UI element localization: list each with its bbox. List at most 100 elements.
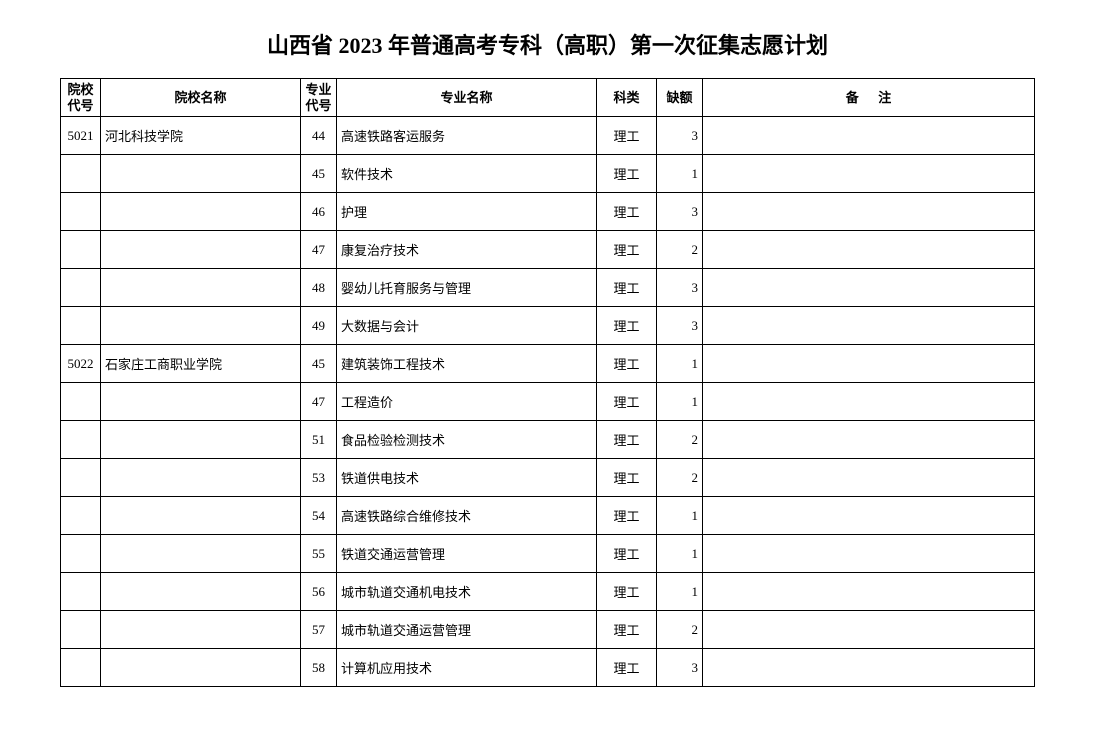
cell-major-code: 47	[301, 383, 337, 421]
cell-remark	[703, 573, 1035, 611]
cell-major-name: 城市轨道交通运营管理	[337, 611, 597, 649]
cell-vacancy: 2	[657, 421, 703, 459]
cell-category: 理工	[597, 573, 657, 611]
cell-major-code: 51	[301, 421, 337, 459]
cell-major-code: 53	[301, 459, 337, 497]
cell-school-name	[101, 269, 301, 307]
table-row: 53铁道供电技术理工2	[61, 459, 1035, 497]
cell-category: 理工	[597, 269, 657, 307]
cell-vacancy: 3	[657, 193, 703, 231]
cell-school-code	[61, 459, 101, 497]
table-header-row: 院校代号 院校名称 专业代号 专业名称 科类 缺额 备 注	[61, 79, 1035, 117]
cell-category: 理工	[597, 649, 657, 687]
cell-school-name	[101, 611, 301, 649]
cell-school-code	[61, 649, 101, 687]
cell-category: 理工	[597, 193, 657, 231]
page-title: 山西省 2023 年普通高考专科（高职）第一次征集志愿计划	[60, 28, 1035, 60]
cell-school-code	[61, 497, 101, 535]
cell-remark	[703, 383, 1035, 421]
cell-remark	[703, 231, 1035, 269]
cell-vacancy: 1	[657, 155, 703, 193]
cell-category: 理工	[597, 383, 657, 421]
col-header-remark: 备 注	[703, 79, 1035, 117]
cell-school-code	[61, 535, 101, 573]
cell-major-code: 55	[301, 535, 337, 573]
cell-remark	[703, 193, 1035, 231]
table-row: 46护理理工3	[61, 193, 1035, 231]
cell-major-name: 大数据与会计	[337, 307, 597, 345]
cell-vacancy: 3	[657, 117, 703, 155]
cell-school-code	[61, 193, 101, 231]
cell-major-name: 高速铁路综合维修技术	[337, 497, 597, 535]
table-row: 5022石家庄工商职业学院45建筑装饰工程技术理工1	[61, 345, 1035, 383]
cell-major-name: 食品检验检测技术	[337, 421, 597, 459]
table-row: 47工程造价理工1	[61, 383, 1035, 421]
cell-school-code	[61, 383, 101, 421]
cell-major-name: 工程造价	[337, 383, 597, 421]
cell-major-code: 57	[301, 611, 337, 649]
cell-category: 理工	[597, 345, 657, 383]
cell-major-code: 49	[301, 307, 337, 345]
col-header-category: 科类	[597, 79, 657, 117]
cell-school-name	[101, 649, 301, 687]
cell-remark	[703, 307, 1035, 345]
cell-major-code: 58	[301, 649, 337, 687]
table-row: 51食品检验检测技术理工2	[61, 421, 1035, 459]
cell-category: 理工	[597, 611, 657, 649]
cell-school-name	[101, 193, 301, 231]
cell-vacancy: 3	[657, 649, 703, 687]
cell-major-code: 45	[301, 155, 337, 193]
cell-school-name	[101, 497, 301, 535]
col-header-major-code: 专业代号	[301, 79, 337, 117]
table-row: 49大数据与会计理工3	[61, 307, 1035, 345]
cell-major-name: 康复治疗技术	[337, 231, 597, 269]
cell-vacancy: 1	[657, 383, 703, 421]
table-row: 45软件技术理工1	[61, 155, 1035, 193]
table-row: 58计算机应用技术理工3	[61, 649, 1035, 687]
cell-major-code: 45	[301, 345, 337, 383]
cell-vacancy: 1	[657, 497, 703, 535]
cell-school-code	[61, 421, 101, 459]
cell-vacancy: 2	[657, 611, 703, 649]
table-body: 5021河北科技学院44高速铁路客运服务理工345软件技术理工146护理理工34…	[61, 117, 1035, 687]
cell-major-code: 56	[301, 573, 337, 611]
cell-school-code	[61, 231, 101, 269]
cell-category: 理工	[597, 117, 657, 155]
cell-major-name: 婴幼儿托育服务与管理	[337, 269, 597, 307]
cell-category: 理工	[597, 231, 657, 269]
plan-table: 院校代号 院校名称 专业代号 专业名称 科类 缺额 备 注 5021河北科技学院…	[60, 78, 1035, 687]
cell-school-code	[61, 611, 101, 649]
cell-vacancy: 1	[657, 345, 703, 383]
cell-vacancy: 1	[657, 535, 703, 573]
cell-category: 理工	[597, 459, 657, 497]
cell-remark	[703, 117, 1035, 155]
cell-school-code: 5022	[61, 345, 101, 383]
cell-school-code: 5021	[61, 117, 101, 155]
cell-major-code: 48	[301, 269, 337, 307]
cell-remark	[703, 421, 1035, 459]
col-header-school-name: 院校名称	[101, 79, 301, 117]
cell-major-name: 铁道交通运营管理	[337, 535, 597, 573]
cell-school-name	[101, 573, 301, 611]
cell-category: 理工	[597, 155, 657, 193]
col-header-vacancy: 缺额	[657, 79, 703, 117]
cell-school-name	[101, 421, 301, 459]
cell-major-name: 计算机应用技术	[337, 649, 597, 687]
cell-vacancy: 3	[657, 269, 703, 307]
cell-remark	[703, 497, 1035, 535]
table-row: 54高速铁路综合维修技术理工1	[61, 497, 1035, 535]
table-row: 56城市轨道交通机电技术理工1	[61, 573, 1035, 611]
cell-major-code: 44	[301, 117, 337, 155]
table-row: 55铁道交通运营管理理工1	[61, 535, 1035, 573]
cell-vacancy: 1	[657, 573, 703, 611]
cell-school-name	[101, 459, 301, 497]
cell-major-code: 47	[301, 231, 337, 269]
table-row: 5021河北科技学院44高速铁路客运服务理工3	[61, 117, 1035, 155]
col-header-school-code: 院校代号	[61, 79, 101, 117]
cell-major-name: 城市轨道交通机电技术	[337, 573, 597, 611]
cell-school-name: 河北科技学院	[101, 117, 301, 155]
cell-major-code: 46	[301, 193, 337, 231]
cell-school-code	[61, 269, 101, 307]
cell-school-name	[101, 231, 301, 269]
cell-vacancy: 2	[657, 459, 703, 497]
